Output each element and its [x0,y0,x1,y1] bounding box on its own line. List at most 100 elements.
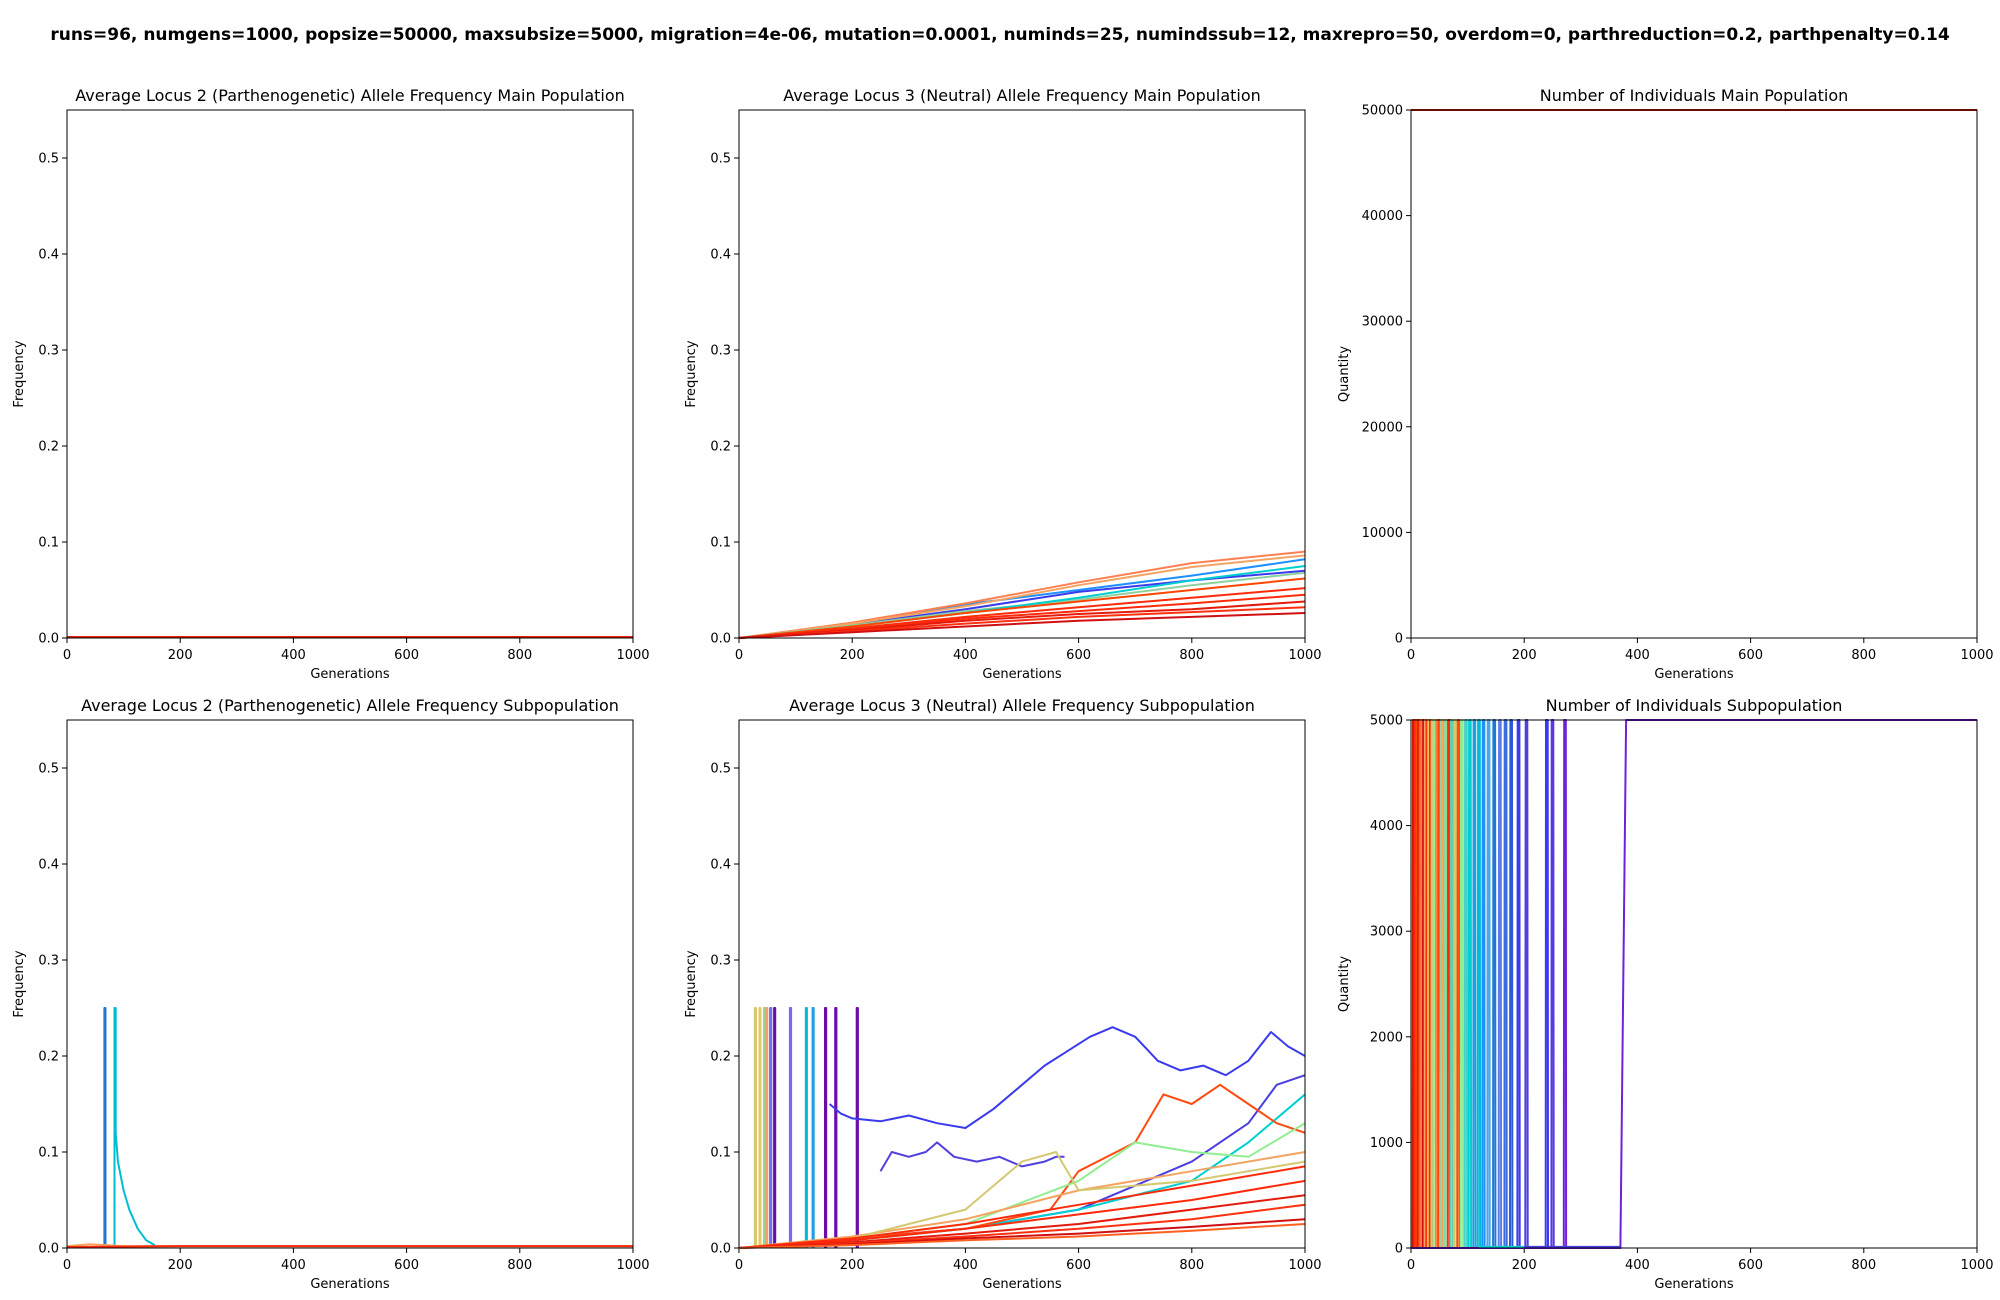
y-tick-label: 0.2 [38,1050,59,1065]
panel-locus3-sub: Average Locus 3 (Neutral) Allele Frequen… [684,696,1322,1292]
ticks-group: 0 200 400 600 800 100001000020000300004000050… [1362,104,1994,664]
x-tick-label: 600 [1066,1258,1091,1273]
y-tick-label: 0.3 [710,344,731,359]
x-axis-label: Generations [310,667,390,682]
y-tick-label: 0.4 [38,248,59,263]
x-tick-label: 400 [281,1258,306,1273]
y-tick-label: 0.3 [38,344,59,359]
series-group [67,1007,633,1248]
series-line [773,1007,777,1248]
axes-frame [738,109,1306,639]
series-line [855,1007,859,1248]
series-line [788,1007,793,1248]
series-line [739,1223,1305,1249]
x-tick-label: 600 [1738,648,1763,663]
series-line [739,1165,1305,1249]
y-tick-label: 0.4 [710,248,731,263]
y-tick-label: 20000 [1362,420,1403,435]
x-tick-label: 400 [953,648,978,663]
y-axis-label: Frequency [12,950,27,1017]
x-tick-label: 800 [507,648,532,663]
y-tick-label: 40000 [1362,209,1403,224]
series-line [765,1007,769,1248]
y-tick-label: 0.5 [710,152,731,167]
panel-title: Average Locus 2 (Parthenogenetic) Allele… [81,696,619,715]
y-tick-label: 0.3 [38,954,59,969]
y-tick-label: 10000 [1362,526,1403,541]
axes-frame [66,719,634,1249]
series-line [739,554,1305,639]
x-axis-label: Generations [310,1277,390,1292]
series-line [762,1007,766,1248]
series-line [834,1007,838,1248]
y-tick-label: 0.2 [710,1050,731,1065]
figure-suptitle: runs=96, numgens=1000, popsize=50000, ma… [50,25,1950,45]
y-tick-label: 0 [1395,632,1403,647]
y-tick-label: 5000 [1370,714,1403,729]
panel-title: Average Locus 2 (Parthenogenetic) Allele… [75,86,625,105]
series-line [758,1007,762,1248]
panel-title: Average Locus 3 (Neutral) Allele Frequen… [783,86,1261,105]
series-line [804,1007,808,1248]
y-tick-label: 0.1 [38,536,59,551]
y-tick-label: 3000 [1370,925,1403,940]
series-line [739,1151,1305,1249]
y-tick-label: 0.0 [710,632,731,647]
x-tick-label: 0 [1407,1258,1415,1273]
x-tick-label: 200 [168,1258,193,1273]
series-line [828,1026,1305,1129]
y-tick-label: 0 [1395,1242,1403,1257]
axes-frame [66,109,634,639]
series-line [103,1007,107,1248]
x-tick-label: 800 [1179,648,1204,663]
x-tick-label: 0 [735,1258,743,1273]
x-tick-label: 600 [1738,1258,1763,1273]
series-group [739,1007,1305,1249]
x-axis-label: Generations [982,667,1062,682]
series-line [824,1007,828,1248]
ticks-group: 0 200 400 600 800 1000 0.0 0.1 0.2 0.3 0.4 0.5 [38,152,649,664]
panel-title: Number of Individuals Subpopulation [1546,696,1843,715]
series-line [113,1007,156,1248]
plot-area [67,1007,633,1248]
series-line [769,1007,773,1248]
y-tick-label: 0.5 [38,152,59,167]
panel-title: Average Locus 3 (Neutral) Allele Frequen… [789,696,1255,715]
ticks-group: 0 200 400 600 800 1000 0.0 0.1 0.2 0.3 0.4 0.5 [38,762,649,1274]
y-tick-label: 0.0 [38,1242,59,1257]
y-tick-label: 0.5 [38,762,59,777]
x-tick-label: 400 [1625,648,1650,663]
y-tick-label: 2000 [1370,1030,1403,1045]
ticks-group: 0 200 400 600 800 1000 0.0 0.1 0.2 0.3 0.4 0.5 [710,152,1321,664]
x-tick-label: 1000 [616,1258,649,1273]
y-tick-label: 0.4 [710,858,731,873]
y-tick-label: 30000 [1362,315,1403,330]
y-axis-label: Frequency [684,950,699,1017]
ticks-group: 0 200 400 600 800 1000 0.0 0.1 0.2 0.3 0.4 0.5 [710,762,1321,1274]
y-tick-label: 0.0 [710,1242,731,1257]
panel-locus2-sub: Average Locus 2 (Parthenogenetic) Allele… [12,696,650,1292]
x-tick-label: 200 [1512,648,1537,663]
y-tick-label: 0.2 [710,440,731,455]
series-line [739,612,1305,639]
y-tick-label: 0.1 [38,1146,59,1161]
series-line [67,1245,633,1248]
x-tick-label: 200 [1512,1258,1537,1273]
x-tick-label: 1000 [1960,1258,1993,1273]
series-line [739,1151,1305,1249]
x-tick-label: 600 [1066,648,1091,663]
x-tick-label: 600 [394,1258,419,1273]
y-tick-label: 4000 [1370,819,1403,834]
series-group [67,636,633,639]
y-tick-label: 0.1 [710,1146,731,1161]
x-tick-label: 1000 [1288,1258,1321,1273]
axes-frame [738,719,1306,1249]
x-tick-label: 0 [735,648,743,663]
x-tick-label: 400 [1625,1258,1650,1273]
y-axis-label: Quantity [1337,346,1352,402]
y-tick-label: 0.3 [710,954,731,969]
panel-locus2-main: Average Locus 2 (Parthenogenetic) Allele… [12,86,650,682]
y-tick-label: 0.5 [710,762,731,777]
y-axis-label: Frequency [12,340,27,407]
